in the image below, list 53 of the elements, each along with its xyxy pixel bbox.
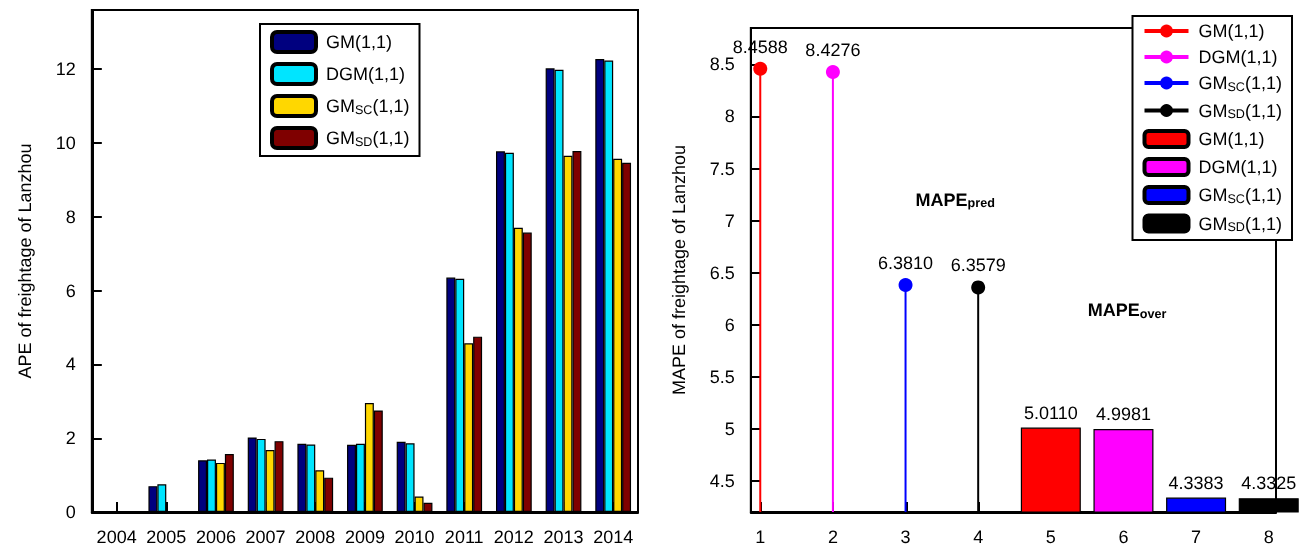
y-tick-label: 5.5 xyxy=(709,366,735,387)
data-label: 6.3579 xyxy=(950,255,1006,276)
point xyxy=(753,61,768,76)
x-tick-label: 2014 xyxy=(593,527,634,547)
x-tick-label: 2009 xyxy=(344,527,385,547)
y-tick-label: 8 xyxy=(724,106,735,127)
point xyxy=(971,280,986,295)
legend-label: DGM(1,1) xyxy=(1198,157,1278,177)
legend-label: DGM(1,1) xyxy=(326,64,406,84)
x-tick-label: 3 xyxy=(900,527,911,547)
y-tick-label: 0 xyxy=(65,502,76,522)
point xyxy=(825,64,840,79)
y-tick-label: 8.5 xyxy=(709,54,735,75)
y-tick-label: 2 xyxy=(65,428,76,449)
x-tick-label: 2012 xyxy=(493,527,534,547)
y-tick-label: 4.5 xyxy=(709,470,735,491)
y-tick-label: 4 xyxy=(65,354,76,375)
y-axis-title: APE of freightage of Lanzhou xyxy=(15,143,35,379)
y-tick-label: 7.5 xyxy=(709,158,735,179)
x-tick-label: 7 xyxy=(1191,527,1202,547)
x-tick-label: 1 xyxy=(755,527,766,547)
data-label: 8.4276 xyxy=(805,39,861,60)
y-tick-label: 5 xyxy=(724,418,735,439)
y-tick-label: 7 xyxy=(724,210,735,231)
x-tick-label: 5 xyxy=(1045,527,1056,547)
legend-label: GM(1,1) xyxy=(1198,129,1265,149)
x-tick-label: 2010 xyxy=(394,527,435,547)
x-tick-label: 2007 xyxy=(245,527,286,547)
x-tick-label: 6 xyxy=(1118,527,1129,547)
y-tick-label: 12 xyxy=(55,59,76,80)
y-axis-title: MAPE of freightage of Lanzhou xyxy=(669,144,689,396)
y-tick-label: 6 xyxy=(65,280,76,301)
y-tick-label: 8 xyxy=(65,206,76,227)
x-tick-label: 4 xyxy=(973,527,984,547)
data-label: 6.3810 xyxy=(878,252,934,273)
x-tick-label: 2004 xyxy=(96,527,137,547)
x-tick-label: 2008 xyxy=(295,527,336,547)
legend-label: DGM(1,1) xyxy=(1198,47,1278,67)
y-tick-label: 6 xyxy=(724,314,735,335)
data-label: 5.0110 xyxy=(1023,402,1078,423)
y-tick-label: 10 xyxy=(55,132,76,153)
data-label: 4.9981 xyxy=(1095,403,1151,424)
data-label: 4.3383 xyxy=(1168,472,1224,493)
x-tick-label: 2011 xyxy=(444,527,484,547)
x-tick-label: 2005 xyxy=(146,527,187,547)
point xyxy=(898,277,913,292)
legend-label: GM(1,1) xyxy=(1198,21,1265,41)
x-tick-label: 2013 xyxy=(543,527,584,547)
x-tick-label: 2 xyxy=(827,527,838,547)
x-tick-label: 2006 xyxy=(195,527,236,547)
legend-label: GM(1,1) xyxy=(326,32,393,52)
y-tick-label: 6.5 xyxy=(709,262,735,283)
x-tick-label: 8 xyxy=(1263,527,1274,547)
